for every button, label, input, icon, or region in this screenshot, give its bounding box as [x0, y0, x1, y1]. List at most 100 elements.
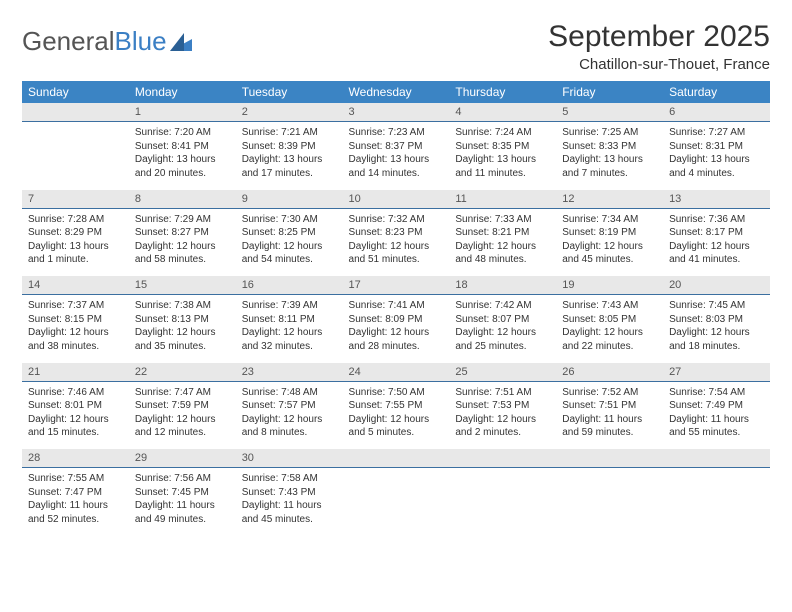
day-number: 28: [22, 449, 129, 468]
dow-tue: Tuesday: [236, 81, 343, 103]
day-of-week-row: Sunday Monday Tuesday Wednesday Thursday…: [22, 81, 770, 103]
sunrise-text: Sunrise: 7:55 AM: [28, 472, 123, 486]
sunset-text: Sunset: 7:49 PM: [669, 399, 764, 413]
sunset-text: Sunset: 8:33 PM: [562, 140, 657, 154]
sunrise-text: Sunrise: 7:51 AM: [455, 386, 550, 400]
sunset-text: Sunset: 8:17 PM: [669, 226, 764, 240]
daynum-row: 78910111213: [22, 190, 770, 209]
title-block: September 2025 Chatillon-sur-Thouet, Fra…: [548, 20, 770, 73]
day-cell: Sunrise: 7:30 AMSunset: 8:25 PMDaylight:…: [236, 208, 343, 276]
daylight-text-1: Daylight: 13 hours: [562, 153, 657, 167]
daylight-text-1: Daylight: 12 hours: [669, 240, 764, 254]
sunrise-text: Sunrise: 7:46 AM: [28, 386, 123, 400]
day-number: 9: [236, 190, 343, 209]
sunset-text: Sunset: 7:45 PM: [135, 486, 230, 500]
day-number: 15: [129, 276, 236, 295]
daynum-row: 14151617181920: [22, 276, 770, 295]
daylight-text-1: Daylight: 13 hours: [242, 153, 337, 167]
day-number: 1: [129, 103, 236, 122]
content-row: Sunrise: 7:28 AMSunset: 8:29 PMDaylight:…: [22, 208, 770, 276]
daylight-text-1: Daylight: 11 hours: [28, 499, 123, 513]
day-number: 29: [129, 449, 236, 468]
day-number: 20: [663, 276, 770, 295]
day-cell: [663, 468, 770, 536]
sunrise-text: Sunrise: 7:48 AM: [242, 386, 337, 400]
day-cell: Sunrise: 7:58 AMSunset: 7:43 PMDaylight:…: [236, 468, 343, 536]
dow-thu: Thursday: [449, 81, 556, 103]
daylight-text-2: and 51 minutes.: [349, 253, 444, 267]
day-cell: Sunrise: 7:29 AMSunset: 8:27 PMDaylight:…: [129, 208, 236, 276]
daylight-text-1: Daylight: 12 hours: [562, 240, 657, 254]
sunrise-text: Sunrise: 7:20 AM: [135, 126, 230, 140]
sunrise-text: Sunrise: 7:34 AM: [562, 213, 657, 227]
sunset-text: Sunset: 8:15 PM: [28, 313, 123, 327]
day-number: 2: [236, 103, 343, 122]
day-number: 24: [343, 363, 450, 382]
day-number: 30: [236, 449, 343, 468]
daynum-row: 282930: [22, 449, 770, 468]
day-number: [343, 449, 450, 468]
daylight-text-2: and 41 minutes.: [669, 253, 764, 267]
sunrise-text: Sunrise: 7:36 AM: [669, 213, 764, 227]
daylight-text-1: Daylight: 12 hours: [242, 240, 337, 254]
daylight-text-2: and 7 minutes.: [562, 167, 657, 181]
day-number: 26: [556, 363, 663, 382]
content-row: Sunrise: 7:55 AMSunset: 7:47 PMDaylight:…: [22, 468, 770, 536]
calendar-table: Sunday Monday Tuesday Wednesday Thursday…: [22, 81, 770, 536]
daylight-text-1: Daylight: 13 hours: [28, 240, 123, 254]
dow-mon: Monday: [129, 81, 236, 103]
day-number: 17: [343, 276, 450, 295]
day-cell: Sunrise: 7:36 AMSunset: 8:17 PMDaylight:…: [663, 208, 770, 276]
day-cell: Sunrise: 7:20 AMSunset: 8:41 PMDaylight:…: [129, 122, 236, 190]
daylight-text-1: Daylight: 13 hours: [349, 153, 444, 167]
sunset-text: Sunset: 7:53 PM: [455, 399, 550, 413]
logo-icon: [170, 33, 192, 51]
day-number: [663, 449, 770, 468]
day-number: 8: [129, 190, 236, 209]
day-number: 12: [556, 190, 663, 209]
sunset-text: Sunset: 8:01 PM: [28, 399, 123, 413]
daylight-text-2: and 38 minutes.: [28, 340, 123, 354]
day-number: 19: [556, 276, 663, 295]
day-cell: Sunrise: 7:41 AMSunset: 8:09 PMDaylight:…: [343, 295, 450, 363]
sunrise-text: Sunrise: 7:39 AM: [242, 299, 337, 313]
sunset-text: Sunset: 8:39 PM: [242, 140, 337, 154]
daynum-row: 21222324252627: [22, 363, 770, 382]
content-row: Sunrise: 7:46 AMSunset: 8:01 PM Daylight:…: [22, 381, 770, 449]
day-cell: Sunrise: 7:45 AMSunset: 8:03 PMDaylight:…: [663, 295, 770, 363]
sunrise-text: Sunrise: 7:45 AM: [669, 299, 764, 313]
day-cell: [449, 468, 556, 536]
day-number: 14: [22, 276, 129, 295]
daylight-text-2: and 35 minutes.: [135, 340, 230, 354]
day-cell: Sunrise: 7:38 AMSunset: 8:13 PMDaylight:…: [129, 295, 236, 363]
daylight-text-2: and 11 minutes.: [455, 167, 550, 181]
day-cell: Sunrise: 7:32 AMSunset: 8:23 PMDaylight:…: [343, 208, 450, 276]
sunrise-text: Sunrise: 7:28 AM: [28, 213, 123, 227]
sunset-text: Sunset: 8:41 PM: [135, 140, 230, 154]
sunrise-text: Sunrise: 7:25 AM: [562, 126, 657, 140]
day-cell: Sunrise: 7:51 AMSunset: 7:53 PMDaylight:…: [449, 381, 556, 449]
sunset-text: Sunset: 7:55 PM: [349, 399, 444, 413]
dow-wed: Wednesday: [343, 81, 450, 103]
sunrise-text: Sunrise: 7:38 AM: [135, 299, 230, 313]
daylight-text-1: Daylight: 12 hours: [135, 240, 230, 254]
sunrise-text: Sunrise: 7:54 AM: [669, 386, 764, 400]
daylight-text-1: Daylight: 12 hours: [349, 413, 444, 427]
day-cell: [556, 468, 663, 536]
day-number: 21: [22, 363, 129, 382]
day-cell: Sunrise: 7:37 AMSunset: 8:15 PMDaylight:…: [22, 295, 129, 363]
daylight-text-2: and 55 minutes.: [669, 426, 764, 440]
day-number: 11: [449, 190, 556, 209]
sunrise-text: Sunrise: 7:42 AM: [455, 299, 550, 313]
daylight-text-2: and 18 minutes.: [669, 340, 764, 354]
sunset-text: Sunset: 8:23 PM: [349, 226, 444, 240]
daylight-text-2: and 49 minutes.: [135, 513, 230, 527]
daylight-text-1: Daylight: 12 hours: [349, 326, 444, 340]
sunrise-text: Sunrise: 7:37 AM: [28, 299, 123, 313]
daylight-text-2: and 4 minutes.: [669, 167, 764, 181]
sunrise-text: Sunrise: 7:41 AM: [349, 299, 444, 313]
sunrise-text: Sunrise: 7:29 AM: [135, 213, 230, 227]
daylight-text-1: Daylight: 13 hours: [455, 153, 550, 167]
daylight-text-1: Daylight: 12 hours: [562, 326, 657, 340]
sunset-text: Sunset: 8:03 PM: [669, 313, 764, 327]
